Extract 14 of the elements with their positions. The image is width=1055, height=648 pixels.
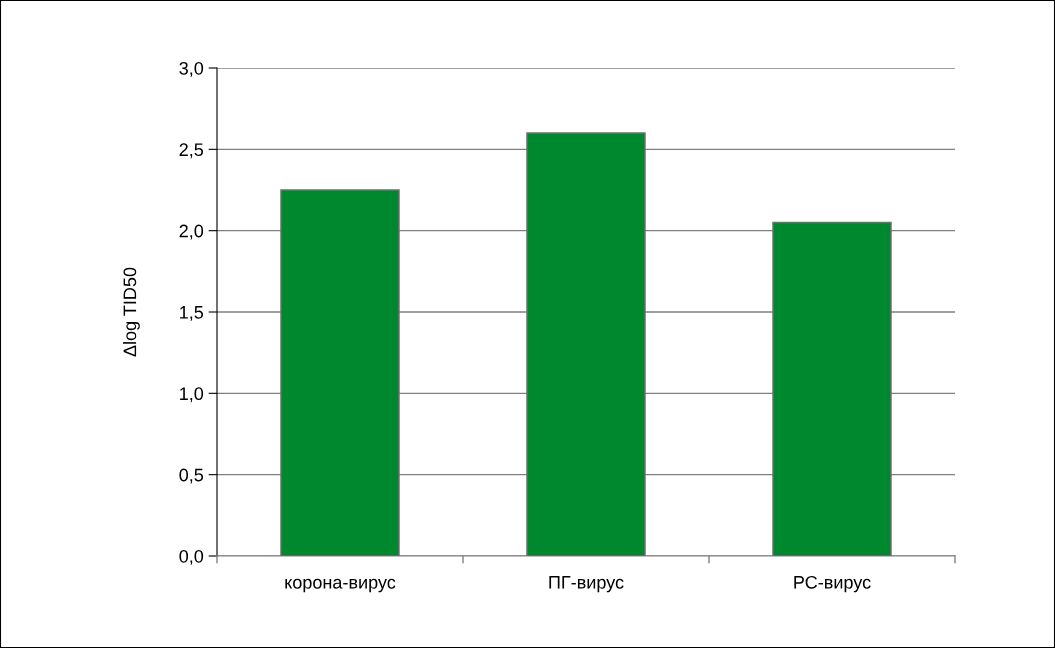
x-tick-label: корона-вирус xyxy=(285,578,396,593)
y-tick-label: 3,0 xyxy=(179,61,204,77)
x-tick-label: ПГ-вирус xyxy=(549,576,624,593)
y-tick-label: 0,0 xyxy=(179,549,204,565)
y-axis-title: Δlog TID50 xyxy=(122,267,140,357)
bar xyxy=(280,189,400,556)
y-tick-label: 2,0 xyxy=(179,224,204,240)
y-tick-label: 2,5 xyxy=(179,143,204,159)
y-tick-label: 1,5 xyxy=(180,306,204,321)
bar xyxy=(526,132,646,556)
x-tick-label: РС-вирус xyxy=(794,575,871,593)
y-tick-label: 0,5 xyxy=(179,468,204,484)
bar xyxy=(772,221,892,556)
y-tick-label: 1,0 xyxy=(180,387,204,403)
